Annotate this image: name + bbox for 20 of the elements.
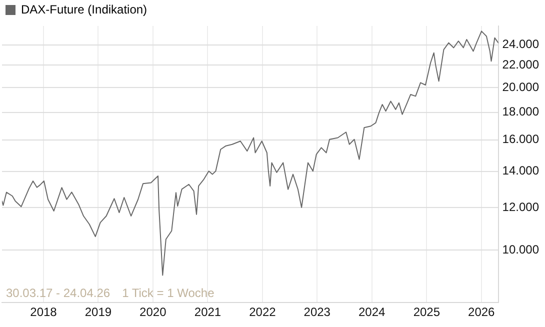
y-tick-label: 18.000	[502, 104, 540, 119]
y-tick-label: 10.000	[502, 242, 540, 257]
annotation: 1 Tick = 1 Woche	[122, 286, 215, 300]
y-tick-label: 22.000	[502, 58, 540, 72]
y-tick-label: 20.000	[502, 80, 540, 94]
y-tick-label: 14.000	[502, 164, 540, 178]
x-tick-label: 2025	[413, 305, 440, 320]
x-tick-label: 2022	[249, 305, 276, 320]
x-tick-label: 2021	[194, 305, 222, 320]
x-tick-label: 2026	[468, 305, 496, 320]
x-tick-label: 2024	[358, 305, 386, 320]
y-tick-label: 24.000	[502, 37, 540, 52]
y-tick-label: 12.000	[502, 200, 540, 214]
legend-label: DAX-Future (Indikation)	[21, 2, 148, 16]
x-tick-label: 2020	[140, 305, 167, 320]
x-tick-label: 2018	[30, 305, 58, 320]
x-tick-label: 2019	[84, 305, 112, 320]
y-tick-label: 16.000	[502, 132, 540, 146]
x-tick-label: 2023	[304, 305, 331, 320]
annotation: 30.03.17 - 24.04.26	[6, 286, 110, 300]
